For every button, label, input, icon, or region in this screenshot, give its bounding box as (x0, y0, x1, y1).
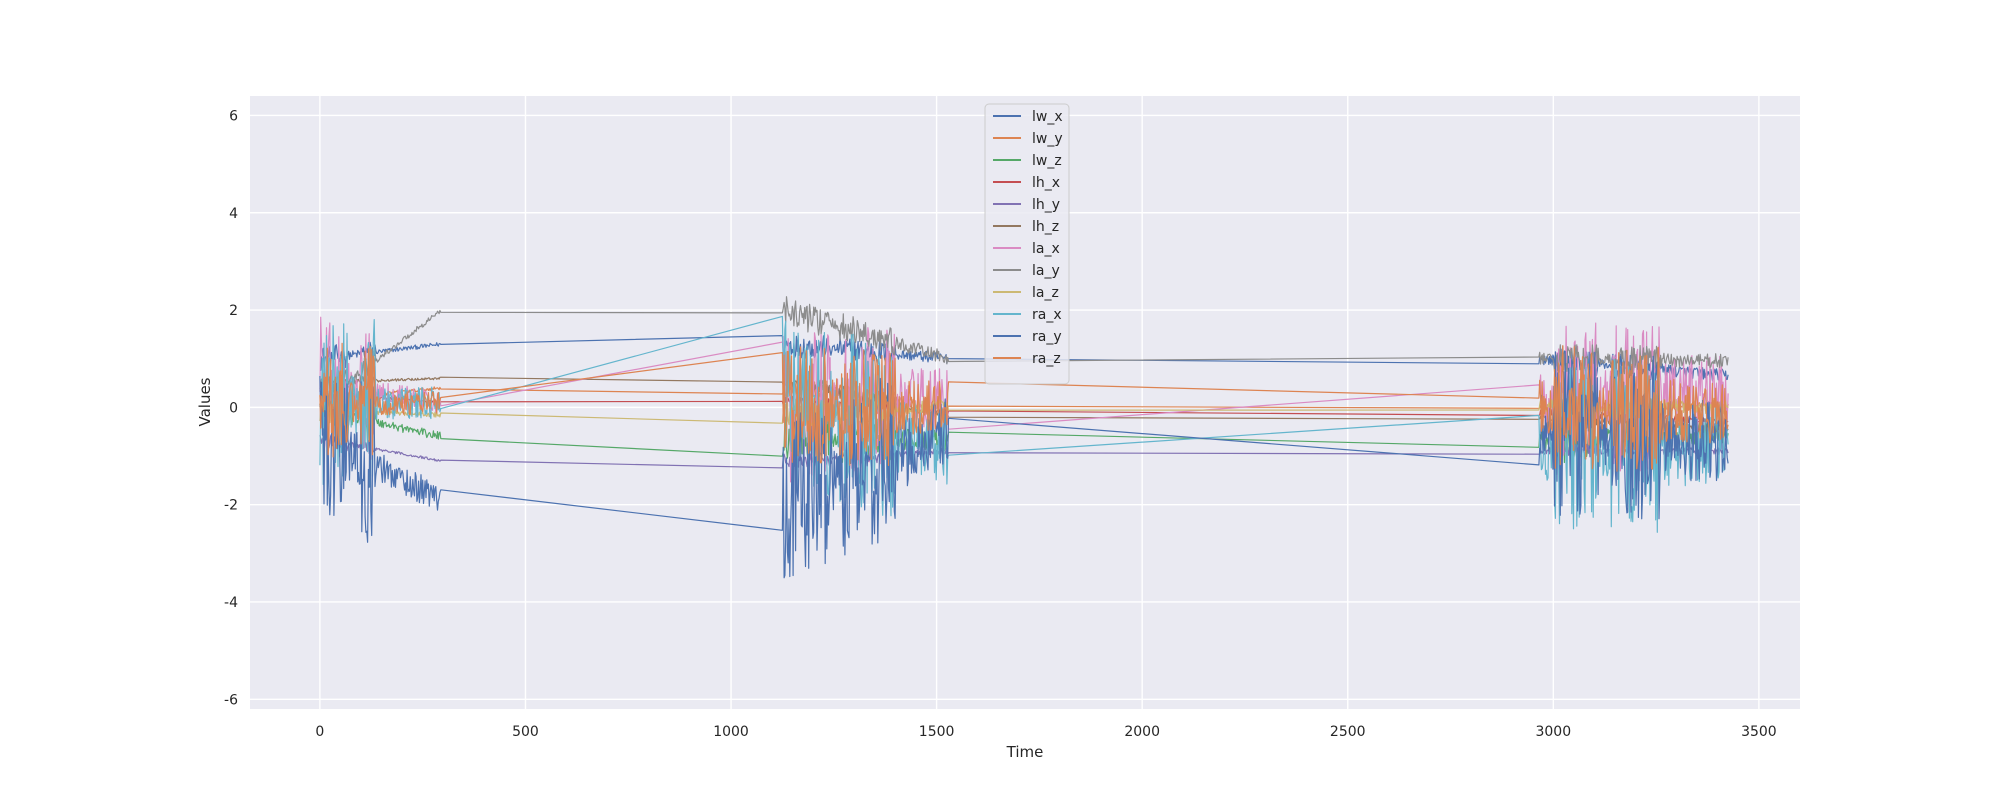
legend-label: lw_z (1032, 153, 1062, 169)
legend-label: la_z (1032, 285, 1059, 301)
x-tick-label: 2000 (1124, 724, 1160, 740)
x-tick-label: 2500 (1330, 724, 1366, 740)
x-tick-label: 3500 (1741, 724, 1777, 740)
y-tick-label: 2 (229, 303, 238, 319)
x-tick-label: 3000 (1535, 724, 1571, 740)
y-tick-label: -6 (224, 692, 238, 708)
x-tick-label: 1500 (919, 724, 955, 740)
y-tick-label: 0 (229, 400, 238, 416)
legend-label: lh_z (1032, 219, 1059, 235)
y-tick-label: 4 (229, 206, 238, 222)
x-axis-label: Time (1006, 743, 1044, 761)
y-axis-label: Values (196, 377, 214, 426)
x-tick-labels: 0 500 1000 1500 2000 2500 3000 3500 (315, 724, 1776, 740)
series-line-la_y (319, 296, 1729, 410)
x-tick-label: 1000 (713, 724, 749, 740)
legend-label: ra_z (1032, 351, 1061, 367)
y-tick-label: -2 (224, 498, 238, 514)
legend-label: ra_y (1032, 329, 1062, 345)
legend-label: la_x (1032, 241, 1060, 257)
y-tick-label: 6 (229, 108, 238, 124)
legend-label: la_y (1032, 263, 1060, 279)
x-tick-label: 0 (315, 724, 324, 740)
legend: lw_x lw_y lw_z lh_x lh_y lh_z la_x la_y la_z ra_x… (984, 103, 1070, 385)
series-lines (319, 296, 1729, 579)
legend-label: lh_y (1032, 197, 1060, 213)
y-tick-label: -4 (224, 595, 238, 611)
y-tick-labels: -6 -4 -2 0 2 4 6 (224, 108, 238, 708)
x-tick-label: 500 (512, 724, 539, 740)
legend-label: lh_x (1032, 175, 1060, 191)
legend-label: ra_x (1032, 307, 1062, 323)
series-line-ra_z (319, 342, 1729, 472)
legend-label: lw_x (1032, 109, 1063, 125)
legend-label: lw_y (1032, 131, 1063, 147)
series-line-lh_y (319, 433, 1729, 469)
